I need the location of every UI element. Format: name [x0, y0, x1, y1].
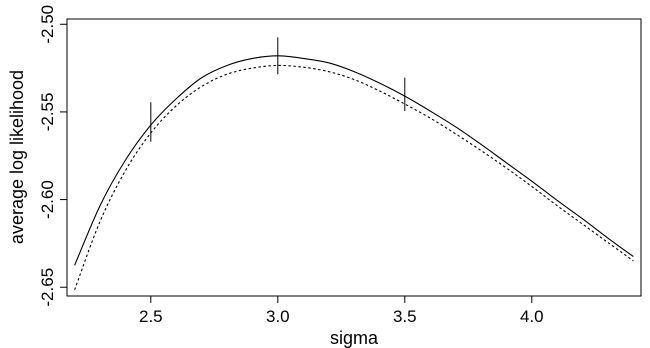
- y-tick-label: -2.65: [38, 268, 57, 307]
- x-axis-title: sigma: [330, 328, 379, 348]
- plot-frame: [67, 19, 641, 296]
- y-axis: -2.50 -2.55 -2.60 -2.65: [38, 5, 67, 307]
- series-line-1-solid: [75, 56, 634, 266]
- x-axis: 2.5 3.0 3.5 4.0: [139, 296, 544, 326]
- series-layer: [75, 56, 634, 290]
- y-axis-title: average log likelihood: [7, 70, 27, 244]
- y-tick-label: -2.55: [38, 93, 57, 132]
- series-line-2-dotted: [75, 65, 634, 289]
- x-tick-label: 4.0: [520, 307, 544, 326]
- errorbar-layer: [151, 37, 405, 141]
- y-tick-label: -2.50: [38, 5, 57, 44]
- x-tick-label: 3.0: [266, 307, 290, 326]
- y-tick-label: -2.60: [38, 180, 57, 219]
- x-tick-label: 2.5: [139, 307, 163, 326]
- x-tick-label: 3.5: [393, 307, 417, 326]
